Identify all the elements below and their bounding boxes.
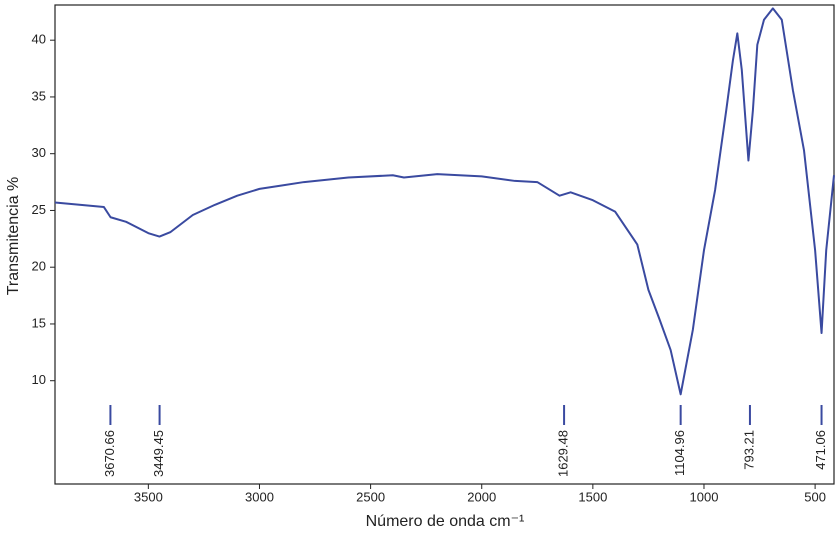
peak-label: 793.21 [741, 430, 756, 470]
x-tick-label: 2500 [356, 489, 385, 504]
x-tick-label: 3500 [134, 489, 163, 504]
y-tick-label: 35 [32, 88, 46, 103]
y-tick-label: 40 [32, 32, 46, 47]
y-tick-label: 30 [32, 145, 46, 160]
x-tick-label: 2000 [467, 489, 496, 504]
x-tick-label: 1500 [578, 489, 607, 504]
x-tick-label: 3000 [245, 489, 274, 504]
y-tick-label: 15 [32, 315, 46, 330]
peak-label: 1104.96 [672, 430, 687, 476]
y-tick-label: 20 [32, 259, 46, 274]
y-axis-label: Transmitencia % [5, 177, 22, 296]
x-tick-label: 1000 [690, 489, 719, 504]
peak-label: 3670.66 [102, 430, 117, 477]
y-tick-label: 25 [32, 202, 46, 217]
plot-frame [54, 4, 835, 485]
peak-label: 1629.48 [556, 430, 571, 477]
y-tick-label: 10 [32, 372, 46, 387]
x-axis-label: Número de onda cm⁻¹ [366, 513, 525, 530]
x-tick-label: 500 [804, 489, 826, 504]
spectrum-line [54, 7, 835, 396]
peak-label: 3449.45 [151, 430, 166, 477]
peak-label: 471.06 [813, 430, 828, 470]
